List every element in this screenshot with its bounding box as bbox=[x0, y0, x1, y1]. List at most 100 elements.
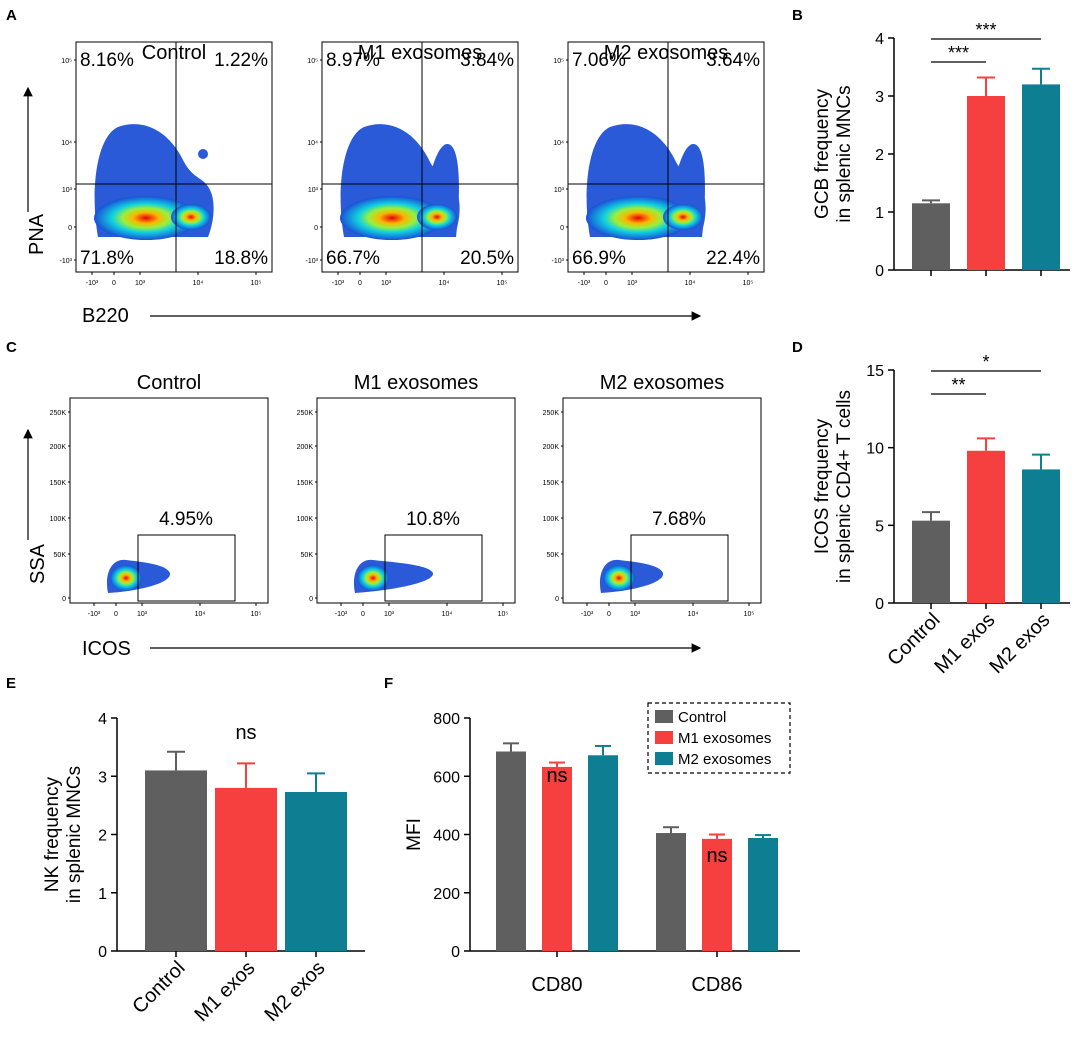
y-tick-label: 0 bbox=[560, 225, 564, 232]
y-tick-label: 200K bbox=[297, 444, 314, 451]
x-tick-label: M1 exos bbox=[931, 609, 1000, 678]
y-tick-label: 0 bbox=[875, 263, 884, 280]
plot-title: Control bbox=[137, 372, 201, 394]
x-tick-label: 10⁵ bbox=[743, 280, 754, 287]
x-tick-label: CD86 bbox=[691, 974, 742, 996]
y-tick-label: 0 bbox=[98, 944, 107, 961]
y-tick-label: 0 bbox=[68, 225, 72, 232]
x-tick-label: 10⁵ bbox=[251, 611, 262, 618]
quadrant-upper-left: 7.06% bbox=[572, 50, 626, 71]
x-tick-label: 10⁴ bbox=[439, 280, 450, 287]
y-tick-label: 250K bbox=[543, 410, 560, 417]
y-axis-label-line: in splenic MNCs bbox=[64, 766, 85, 903]
panel-label-c: C bbox=[6, 339, 17, 356]
x-tick-label: 0 bbox=[604, 280, 608, 287]
y-tick-label: 4 bbox=[98, 711, 107, 728]
panel-label-a: A bbox=[6, 7, 17, 24]
y-tick-label: 50K bbox=[547, 552, 560, 559]
density-blob bbox=[586, 124, 706, 240]
plot-frame bbox=[75, 41, 273, 273]
density-core bbox=[586, 196, 690, 240]
plot-title: M2 exosomes bbox=[604, 42, 729, 64]
y-tick-label: 10 bbox=[866, 441, 884, 458]
panel-label-d: D bbox=[792, 339, 803, 356]
density-core bbox=[94, 196, 198, 240]
y-tick-label: 250K bbox=[50, 410, 67, 417]
y-tick-label: 200K bbox=[50, 444, 67, 451]
bar-cd80-0 bbox=[496, 751, 526, 951]
bar-cd86-1 bbox=[702, 838, 732, 951]
x-tick-label: 10³ bbox=[135, 280, 146, 287]
legend: Control M1 exosomes M2 exosomes bbox=[647, 702, 791, 774]
y-tick-label: 150K bbox=[297, 480, 314, 487]
x-tick-label: 10³ bbox=[630, 611, 641, 618]
legend-label: Control bbox=[678, 709, 726, 726]
y-axis-label-line: in splenic MNCs bbox=[834, 85, 855, 222]
x-tick-label: -10³ bbox=[86, 280, 99, 287]
quadrant-lower-right: 22.4% bbox=[706, 248, 760, 269]
bar-control bbox=[912, 203, 950, 270]
y-axis-label: GCB frequencyin splenic MNCs bbox=[812, 85, 855, 222]
density-core bbox=[340, 196, 444, 240]
panel-label-f: F bbox=[384, 675, 393, 692]
x-tick-label: 0 bbox=[607, 611, 611, 618]
bar-control bbox=[145, 770, 207, 951]
quadrant-lower-left: 66.7% bbox=[326, 248, 380, 269]
ns-label: ns bbox=[706, 845, 727, 867]
x-tick-label: 10⁴ bbox=[442, 611, 453, 618]
pna-axis-label: PNA bbox=[26, 213, 48, 255]
quadrant-upper-right: 3.84% bbox=[460, 50, 514, 71]
significance-label: ** bbox=[951, 375, 965, 395]
y-axis-label-line: ICOS frequency bbox=[812, 418, 833, 554]
panel-label-e: E bbox=[6, 675, 16, 692]
x-tick-label: CD80 bbox=[531, 974, 582, 996]
legend-label: M2 exosomes bbox=[678, 751, 771, 768]
bar-m2-exos bbox=[1022, 84, 1060, 271]
y-axis-label-line: in splenic CD4+ T cells bbox=[834, 390, 855, 583]
x-tick-label: 0 bbox=[358, 280, 362, 287]
density-blob bbox=[340, 124, 460, 240]
bar-chart-f: 0 200 400 600 800 MFI CD80 CD86 ns ns Control M1 ex… bbox=[404, 702, 800, 996]
plot-frame bbox=[69, 397, 269, 604]
b220-axis-label: B220 bbox=[82, 305, 129, 327]
y-tick-label: 200 bbox=[433, 886, 460, 903]
x-tick-label: -10³ bbox=[581, 611, 594, 618]
y-axis-label-line: GCB frequency bbox=[812, 89, 833, 219]
x-tick-label: 10⁵ bbox=[497, 280, 508, 287]
x-tick-label: -10³ bbox=[88, 611, 101, 618]
x-tick-label: 10⁵ bbox=[744, 611, 755, 618]
y-tick-label: 0 bbox=[62, 596, 66, 603]
y-tick-label: 0 bbox=[555, 596, 559, 603]
plot-frame bbox=[316, 397, 516, 604]
ns-label: ns bbox=[235, 722, 256, 744]
x-tick-label: 0 bbox=[361, 611, 365, 618]
x-tick-label: Control bbox=[128, 957, 189, 1018]
ns-label: ns bbox=[546, 765, 567, 787]
y-tick-label: 0 bbox=[451, 944, 460, 961]
y-axis-label: ICOS frequencyin splenic CD4+ T cells bbox=[812, 390, 855, 583]
density-core-right bbox=[171, 204, 211, 230]
y-tick-label: 15 bbox=[866, 363, 884, 380]
bar-cd80-1 bbox=[542, 766, 572, 951]
icos-axis-label: ICOS bbox=[82, 638, 131, 660]
y-axis-label-line: NK frequency bbox=[42, 776, 63, 892]
y-tick-label: 1 bbox=[875, 205, 884, 222]
y-tick-label: 10⁴ bbox=[61, 140, 72, 147]
icos-gate bbox=[630, 534, 729, 602]
quadrant-lower-left: 71.8% bbox=[80, 248, 134, 269]
x-tick-label: 10³ bbox=[381, 280, 392, 287]
y-tick-label: 10³ bbox=[62, 187, 73, 194]
bar-m1-exos bbox=[967, 450, 1005, 603]
x-tick-label: 0 bbox=[112, 280, 116, 287]
y-tick-label: 4 bbox=[875, 31, 884, 48]
x-tick-label: 10⁴ bbox=[685, 280, 696, 287]
density-core bbox=[603, 565, 635, 591]
density-core-right bbox=[417, 204, 457, 230]
density-core bbox=[357, 565, 389, 591]
x-tick-label: 10³ bbox=[137, 611, 148, 618]
bar-chart-b: 0 1 2 3 4 GCB frequencyin splenic MNCs *** *** bbox=[812, 20, 1070, 280]
bar-m1-exos bbox=[967, 96, 1005, 270]
density-core bbox=[110, 565, 142, 591]
y-tick-label: -10³ bbox=[306, 258, 319, 265]
